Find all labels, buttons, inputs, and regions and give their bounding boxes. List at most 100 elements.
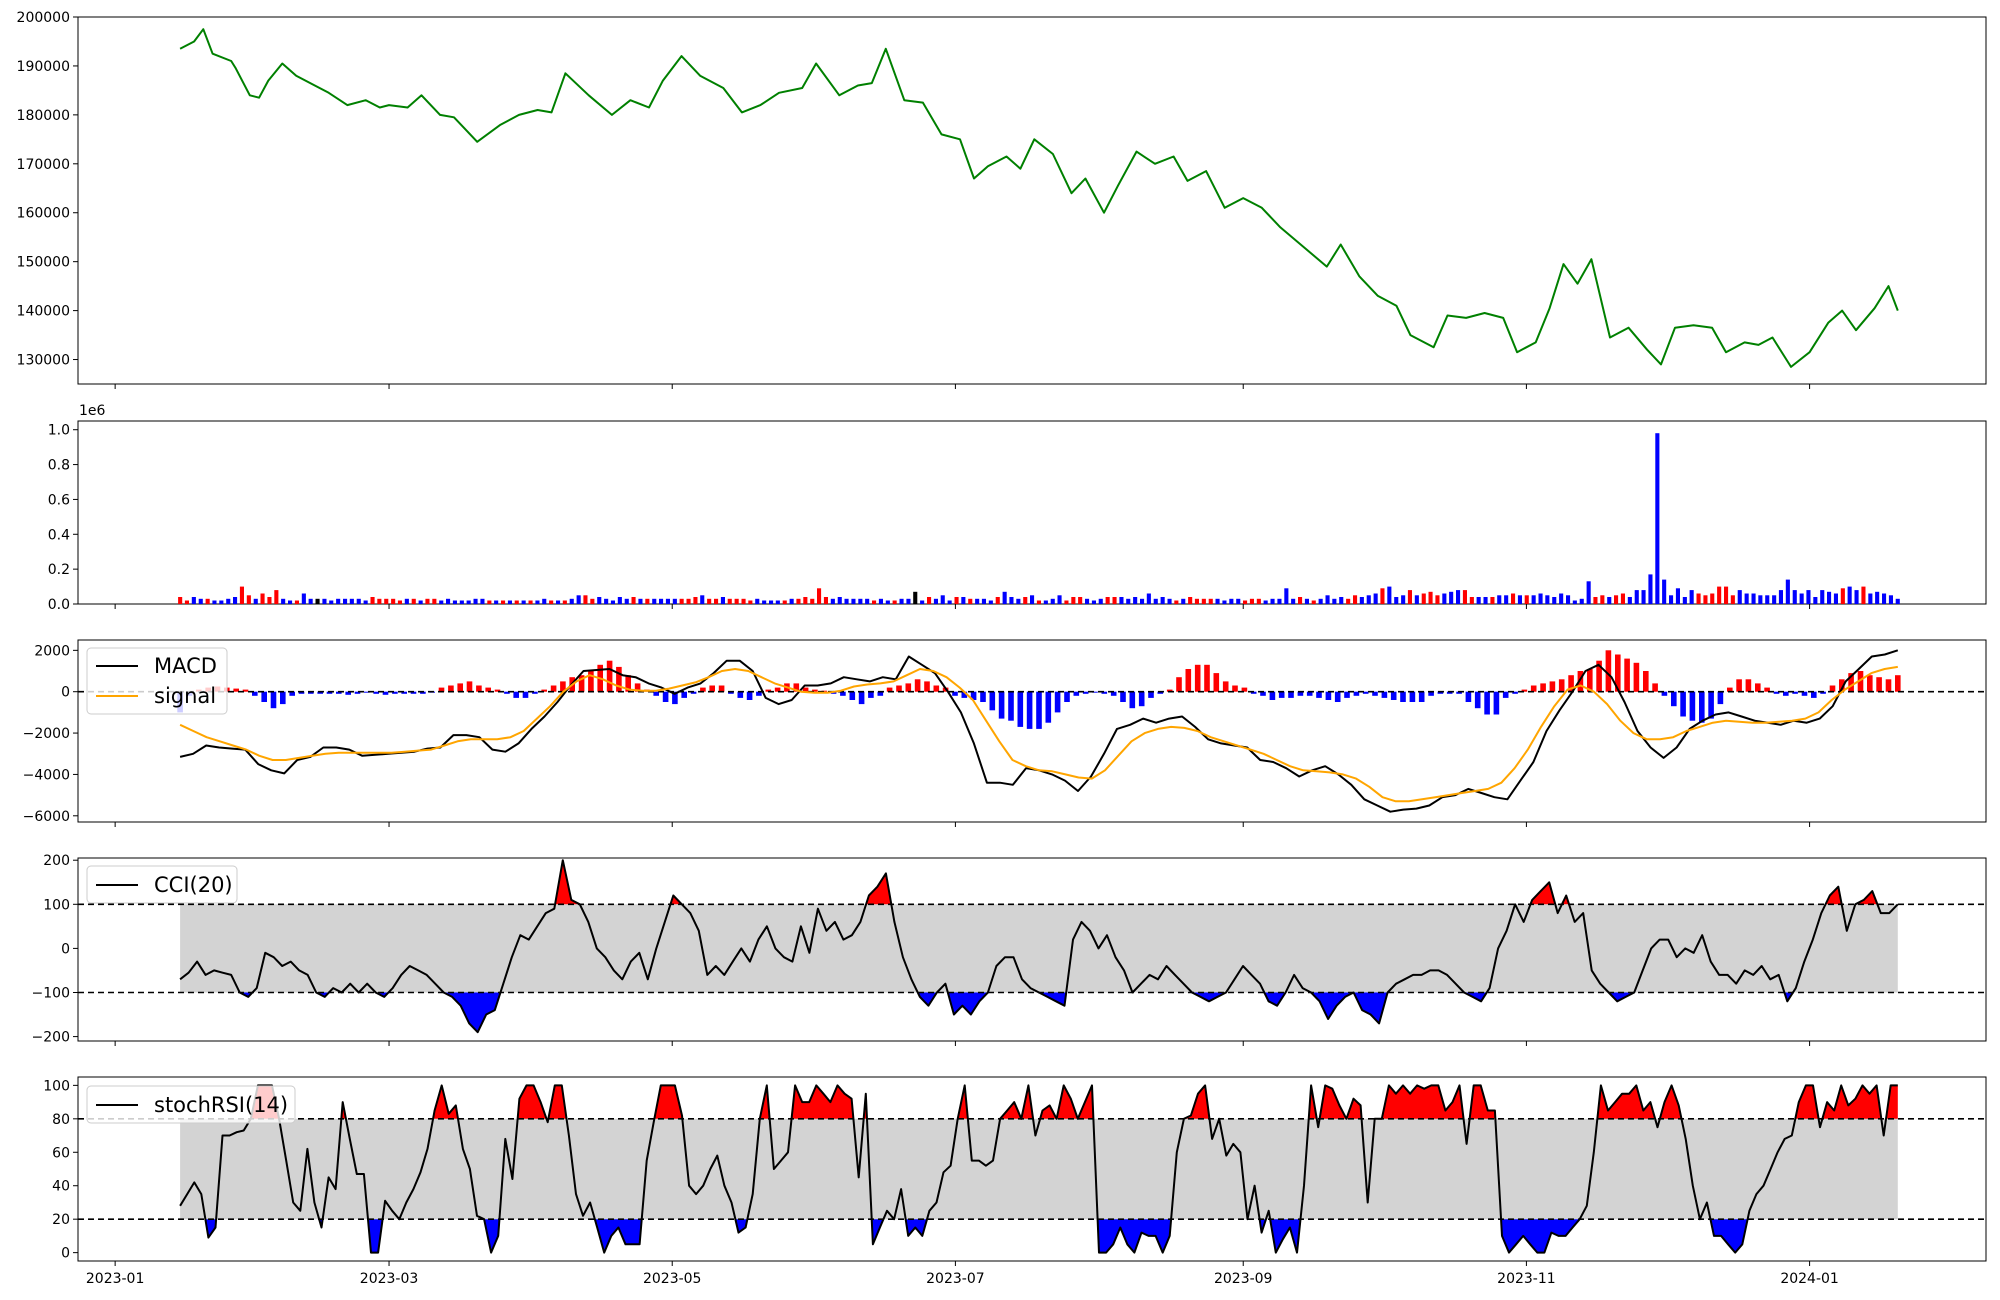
macd-histogram-bar	[1661, 691, 1668, 696]
stochrsi-legend: stochRSI(14)	[86, 1085, 296, 1124]
volume-bar	[466, 600, 471, 604]
macd-histogram-bar	[1727, 687, 1733, 692]
cci-ytick-label: −100	[32, 985, 70, 1001]
volume-bar	[1641, 590, 1646, 604]
volume-bar	[1318, 598, 1323, 604]
volume-bar	[521, 600, 526, 604]
volume-bar	[968, 598, 973, 604]
volume-bar	[947, 600, 952, 604]
macd-histogram-bar	[373, 691, 379, 694]
macd-histogram-bar	[392, 691, 398, 694]
volume-bar	[1854, 590, 1859, 604]
macd-histogram-bar	[1064, 691, 1070, 702]
stochrsi-overbought-fill	[791, 1085, 854, 1119]
macd-histogram-bar	[1848, 673, 1854, 692]
macd-histogram-bar	[1587, 669, 1593, 692]
volume-bar	[1435, 595, 1440, 604]
volume-bar	[652, 598, 657, 604]
volume-bar	[1194, 598, 1199, 604]
volume-bar	[817, 588, 822, 604]
macd-histogram-bar	[1334, 691, 1341, 702]
volume-bar	[233, 597, 238, 604]
price-ytick-label: 140000	[17, 304, 70, 320]
volume-bar	[356, 598, 361, 604]
macd-histogram-bar	[280, 691, 286, 705]
macd-histogram-bar	[382, 691, 389, 695]
macd-histogram-bar	[1409, 691, 1416, 702]
volume-bar	[878, 598, 883, 604]
volume-bar	[1614, 595, 1619, 604]
macd-histogram-bar	[550, 685, 557, 692]
macd-histogram-bar	[802, 687, 809, 692]
macd-ytick-label: −6000	[23, 809, 70, 825]
macd-histogram-bar	[1474, 691, 1481, 709]
stochrsi-overbought-fill	[1597, 1085, 1656, 1119]
macd-histogram-bar	[933, 685, 940, 692]
volume-bar	[198, 598, 203, 604]
macd-histogram-bar	[410, 691, 417, 694]
cci-legend-box	[86, 865, 238, 904]
volume-bar	[480, 598, 485, 604]
macd-histogram-bar	[1026, 691, 1033, 729]
volume-bar	[631, 597, 636, 604]
volume-bar	[1380, 588, 1385, 604]
stochrsi-neutral-band	[180, 1118, 1898, 1220]
volume-bar	[851, 598, 856, 604]
volume-bar	[892, 600, 897, 604]
volume-bar	[191, 597, 196, 604]
macd-histogram-bar	[1222, 681, 1229, 692]
macd-legend: MACD signal	[86, 647, 228, 715]
volume-bar	[933, 598, 938, 604]
volume-bar	[1332, 598, 1337, 604]
macd-histogram-bar	[746, 691, 753, 700]
volume-bar	[1181, 598, 1186, 604]
macd-histogram-bar	[877, 691, 884, 696]
volume-bar	[205, 598, 210, 604]
volume-bar	[1359, 597, 1364, 604]
volume-bar	[1401, 595, 1406, 604]
volume-bar	[349, 598, 354, 604]
macd-histogram-bar	[1680, 691, 1686, 717]
macd-histogram-bar	[1671, 691, 1677, 707]
volume-bar	[975, 598, 980, 604]
macd-histogram-bar	[1717, 691, 1724, 705]
macd-histogram-bar	[1390, 691, 1397, 700]
volume-bar	[913, 591, 918, 604]
volume-bar	[1497, 595, 1502, 604]
stochrsi-ytick-label: 80	[52, 1112, 70, 1128]
volume-bar	[789, 598, 794, 604]
volume-bar	[1091, 600, 1096, 604]
macd-histogram-bar	[1820, 691, 1826, 694]
macd-histogram-bar	[1577, 671, 1584, 692]
macd-histogram-bar	[737, 691, 744, 698]
volume-bar	[253, 598, 258, 604]
volume-ytick-label: 1.0	[48, 423, 70, 439]
macd-histogram-bar	[541, 689, 547, 692]
macd-histogram-bar	[1176, 677, 1182, 692]
volume-bar	[397, 600, 402, 604]
volume-scale-label: 1e6	[79, 403, 106, 419]
price-panel: 130000 140000 150000 160000 170000 180000 1900…	[17, 10, 1987, 389]
volume-bar	[1744, 593, 1749, 604]
volume-bar	[1353, 595, 1358, 604]
volume-bar	[1833, 593, 1838, 604]
macd-histogram-bar	[1699, 691, 1705, 723]
volume-bar	[720, 597, 725, 604]
volume-bar	[1476, 597, 1481, 604]
volume-bar	[1036, 600, 1041, 604]
price-ytick-label: 130000	[17, 353, 70, 369]
macd-histogram-bar	[1624, 658, 1630, 692]
volume-bar	[1868, 593, 1873, 604]
stochrsi-ytick-label: 40	[52, 1179, 70, 1195]
volume-bar	[954, 597, 959, 604]
volume-bar	[659, 598, 664, 604]
macd-histogram-bar	[765, 689, 772, 692]
macd-histogram-bar	[364, 691, 370, 693]
macd-histogram-bar	[1428, 691, 1434, 696]
volume-bar	[672, 598, 677, 604]
volume-bar	[707, 598, 712, 604]
volume-bar	[700, 595, 705, 604]
macd-histogram-bar	[1092, 691, 1098, 693]
stochrsi-panel: 100 80 60 40 20 0 2023-01 2023-03 2023-05 2023-07…	[43, 1076, 1987, 1287]
price-panel-frame	[77, 16, 1987, 385]
